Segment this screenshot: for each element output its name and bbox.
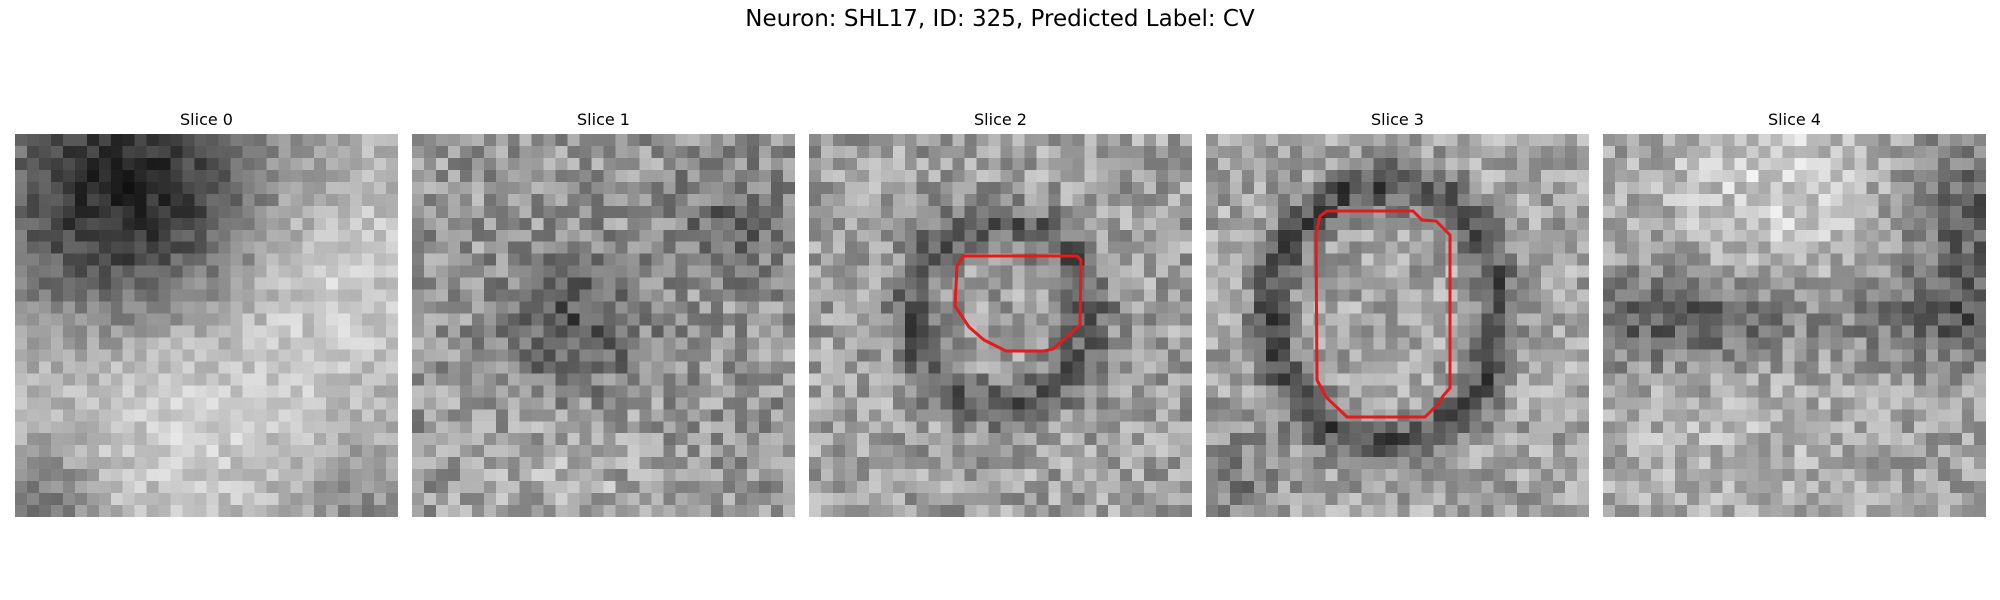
slice-3-contour — [1314, 209, 1452, 419]
slice-2-contour — [953, 254, 1083, 353]
slice-4-canvas — [1603, 134, 1986, 517]
slice-0-image — [15, 134, 398, 517]
panel-title-slice-0: Slice 0 — [180, 110, 233, 129]
contour-outline — [1314, 209, 1452, 419]
panel-title-slice-1: Slice 1 — [577, 110, 630, 129]
slice-1-image — [412, 134, 795, 517]
panel-title-slice-4: Slice 4 — [1768, 110, 1821, 129]
panel-title-slice-3: Slice 3 — [1371, 110, 1424, 129]
slice-2-image — [809, 134, 1192, 517]
panel-title-slice-2: Slice 2 — [974, 110, 1027, 129]
slice-0-canvas — [15, 134, 398, 517]
slice-3-image — [1206, 134, 1589, 517]
slice-2-canvas — [809, 134, 1192, 517]
contour-outline — [953, 254, 1083, 353]
slice-1-canvas — [412, 134, 795, 517]
slice-3-canvas — [1206, 134, 1589, 517]
figure-title: Neuron: SHL17, ID: 325, Predicted Label:… — [745, 6, 1255, 32]
slice-4-image — [1603, 134, 1986, 517]
